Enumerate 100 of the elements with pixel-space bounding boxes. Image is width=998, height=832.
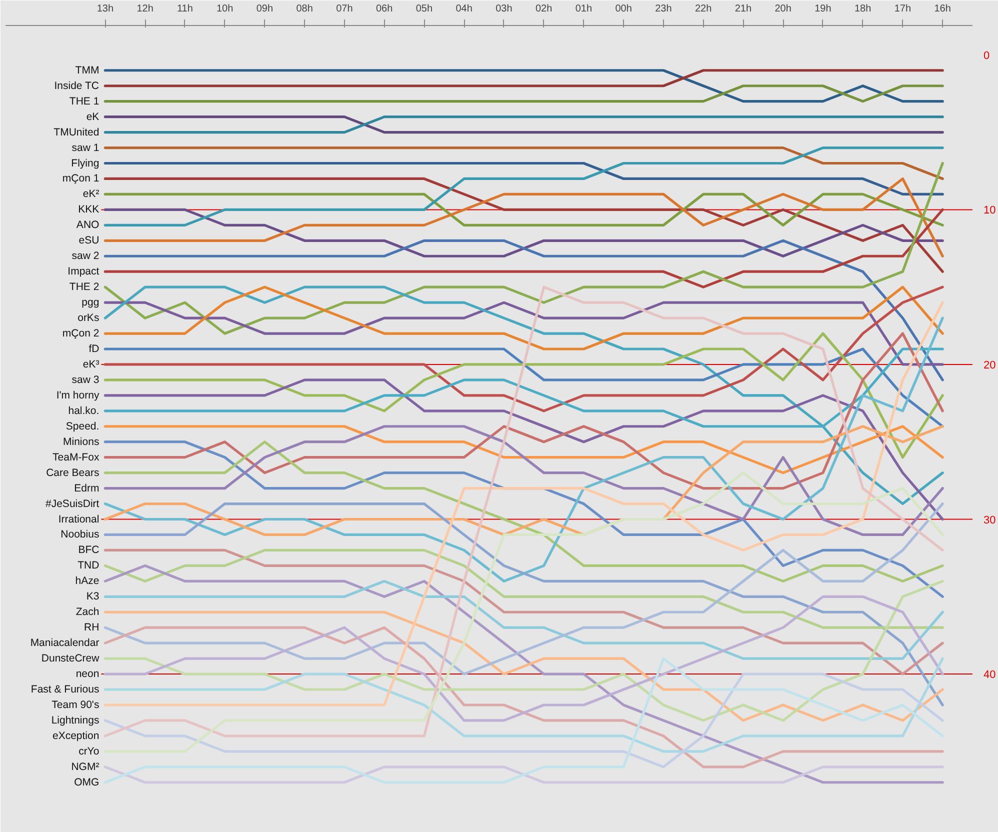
series-label: RH (84, 622, 100, 634)
series-label: OMG (74, 776, 100, 788)
y-tick-label: 0 (984, 50, 990, 62)
x-tick-label: 22h (694, 4, 712, 14)
series-label: hAze (75, 575, 100, 588)
line-series (104, 208, 944, 258)
line-series (104, 580, 944, 660)
x-tick-label: 11h (176, 4, 193, 14)
series-label: Flying (71, 157, 100, 170)
x-tick-label: 04h (456, 4, 472, 14)
x-tick-label: 01h (575, 4, 592, 14)
series-label: mÇon 2 (62, 328, 100, 340)
x-tick-label: 23h (655, 4, 672, 14)
x-tick-label: 12h (136, 4, 154, 14)
series-label: eXception (52, 730, 100, 742)
series-label: saw 1 (72, 142, 100, 154)
series-label: I'm horny (56, 389, 100, 402)
y-tick-label: 30 (984, 514, 996, 526)
series-label: ANO (76, 219, 100, 232)
series-label: Speed. (66, 420, 100, 432)
line-series (104, 301, 944, 366)
line-series (104, 208, 944, 288)
line-series (104, 626, 944, 768)
series-label: orKs (78, 312, 100, 324)
series-label: THE 2 (69, 281, 100, 294)
x-tick-label: 00h (615, 4, 632, 14)
x-tick-label: 05h (416, 4, 433, 14)
series-label: Minions (63, 436, 100, 448)
series-label: KKK (78, 204, 100, 216)
series-label: Inside TC (54, 80, 100, 92)
series-label: eK³ (82, 358, 100, 370)
x-tick-label: 10h (216, 4, 234, 14)
series-label: Team 90's (52, 698, 100, 711)
series-label: #JeSuisDirt (46, 498, 100, 510)
x-tick-label: 19h (814, 4, 832, 14)
x-tick-label: 03h (496, 4, 512, 14)
line-series (104, 657, 944, 784)
series-label: BFC (78, 544, 100, 556)
x-tick-label: 20h (774, 4, 792, 14)
series-label: Care Bears (46, 466, 100, 479)
series-label: Zach (76, 606, 100, 618)
series-label: neon (76, 668, 100, 680)
series-label: eK (86, 110, 100, 123)
series-label: TMUnited (54, 126, 100, 138)
series-label: eK² (82, 188, 100, 200)
series-label: hal.ko. (68, 404, 100, 417)
series-label: Noobius (60, 528, 100, 541)
x-tick-label: 09h (256, 4, 274, 14)
line-series (104, 425, 944, 536)
series-label: crYo (78, 745, 100, 758)
line-series (104, 177, 944, 258)
series-label: DunsteCrew (41, 652, 100, 665)
series-label: Fast & Furious (30, 684, 100, 696)
x-tick-label: 21h (734, 4, 752, 14)
line-series (104, 146, 944, 226)
x-tick-label: 08h (296, 4, 313, 14)
y-tick-label: 40 (984, 669, 996, 682)
series-label: NGM² (71, 760, 100, 773)
line-series (104, 162, 944, 335)
x-tick-label: 02h (535, 4, 552, 14)
series-label: eSU (78, 234, 100, 247)
series-label: Irrational (58, 513, 100, 526)
series-label: K3 (86, 590, 100, 603)
x-tick-label: 07h (336, 4, 353, 14)
series-label: TND (78, 560, 100, 572)
series-label: Edrm (74, 482, 100, 494)
x-tick-label: 06h (376, 4, 393, 14)
line-series (104, 177, 944, 273)
line-series (104, 332, 944, 459)
y-tick-label: 20 (984, 359, 996, 372)
series-label: saw 3 (72, 374, 100, 386)
x-tick-label: 17h (894, 4, 912, 14)
line-series (104, 472, 944, 753)
series-label: Impact (68, 266, 100, 278)
line-series (104, 657, 944, 753)
line-series (104, 378, 944, 521)
line-series (104, 286, 944, 350)
line-series (104, 286, 944, 506)
line-series (104, 286, 944, 412)
line-series (104, 239, 944, 382)
y-tick-label: 10 (984, 204, 996, 217)
line-series (104, 332, 944, 490)
line-series (104, 316, 944, 582)
line-series (104, 502, 944, 706)
line-series (104, 672, 944, 768)
line-series (104, 425, 944, 474)
series-label: THE 1 (69, 95, 100, 108)
series-label: pgg (82, 296, 100, 309)
series-label: saw 2 (72, 250, 100, 262)
series-label: TMM (75, 64, 100, 76)
line-series (104, 548, 944, 629)
line-series (104, 564, 944, 784)
series-label: mÇon 1 (62, 172, 100, 185)
series-label: Lightnings (51, 714, 100, 726)
line-series (104, 548, 944, 676)
line-series (104, 502, 944, 676)
x-tick-label: 16h (934, 4, 951, 14)
x-tick-label: 18h (854, 4, 872, 14)
x-tick-label: 13h (96, 4, 114, 14)
series-label: fD (88, 342, 100, 355)
